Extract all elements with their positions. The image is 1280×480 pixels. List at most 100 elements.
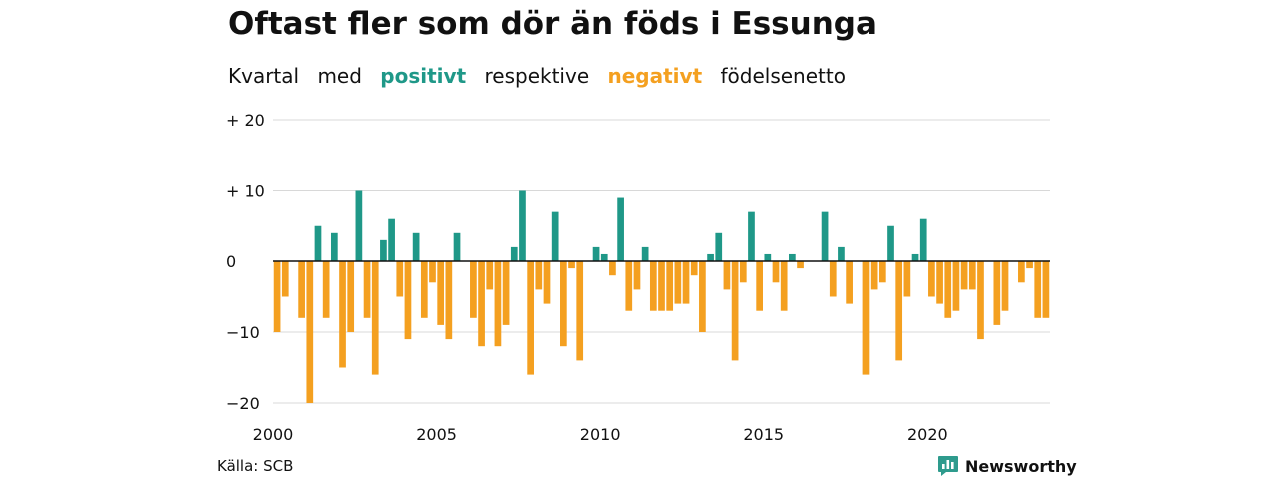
subtitle-positive-word: positivt: [380, 64, 467, 88]
x-tick-label: 2005: [416, 425, 457, 444]
brand-logo: Newsworthy: [937, 455, 1077, 477]
bar: [649, 261, 657, 311]
bar: [748, 211, 755, 261]
y-tick-label: + 10: [226, 182, 265, 201]
bar: [453, 232, 461, 261]
bar: [478, 261, 485, 347]
bar: [1042, 261, 1050, 318]
bar: [968, 261, 976, 290]
y-tick-label: 0: [226, 252, 236, 271]
bar: [936, 261, 943, 304]
bar: [641, 246, 649, 261]
bar: [559, 261, 567, 347]
bar: [380, 239, 387, 261]
bar: [339, 261, 346, 368]
bar: [568, 261, 575, 269]
axes: + 20 + 10 0 −10 −20 2000 2005 2010 2015 2020: [226, 111, 1050, 444]
bar: [707, 253, 714, 261]
bar: [1001, 261, 1009, 311]
bar: [609, 261, 616, 276]
y-tick-label: −10: [226, 323, 260, 342]
bar: [535, 261, 543, 290]
bar: [666, 261, 674, 311]
bar: [298, 261, 305, 318]
bar: [510, 246, 518, 261]
bar: [829, 261, 837, 297]
subtitle-text-quarter: Kvartal: [228, 64, 300, 88]
bar: [363, 261, 371, 318]
bar: [330, 232, 338, 261]
bar: [625, 261, 633, 311]
bar: [699, 261, 706, 332]
bar: [1026, 261, 1033, 269]
newsworthy-icon: [938, 456, 958, 476]
bar: [870, 261, 878, 290]
bar: [404, 261, 412, 340]
bar: [903, 261, 911, 297]
bar: [887, 225, 894, 261]
bar: [674, 261, 682, 304]
bar: [420, 261, 428, 318]
bar: [911, 253, 919, 261]
bar: [592, 246, 600, 261]
bar: [690, 261, 698, 276]
bar: [412, 232, 420, 261]
bar: [306, 261, 314, 403]
bar: [600, 253, 608, 261]
bar: [821, 211, 829, 261]
x-tick-label: 2000: [253, 425, 294, 444]
bar: [797, 261, 804, 269]
bar: [977, 261, 984, 340]
subtitle-negative-word: negativt: [607, 64, 703, 88]
bar: [437, 261, 445, 325]
bar: [281, 261, 289, 297]
bar: [723, 261, 731, 290]
subtitle-text-respectively: respektive: [484, 64, 590, 88]
bars: [273, 190, 1050, 403]
y-tick-label: + 20: [226, 111, 265, 130]
source-note: Källa: SCB: [217, 457, 294, 475]
bar: [1018, 261, 1025, 283]
bar: [780, 261, 788, 311]
bar: [878, 261, 886, 283]
bar: [952, 261, 960, 311]
bar: [715, 232, 723, 261]
bar: [846, 261, 853, 304]
brand-name: Newsworthy: [965, 456, 1077, 476]
x-tick-label: 2015: [743, 425, 784, 444]
bar: [862, 261, 870, 375]
bar: [347, 261, 355, 332]
bar: [543, 261, 551, 304]
bar: [445, 261, 453, 340]
bar: [919, 218, 927, 261]
bar: [739, 261, 747, 283]
chart-subtitle: Kvartal med positivt respektive negativt…: [228, 64, 846, 88]
bar-chart: + 20 + 10 0 −10 −20 2000 2005 2010 2015 2020: [226, 111, 1050, 444]
bar: [960, 261, 968, 290]
bar: [551, 211, 559, 261]
bar: [895, 261, 903, 361]
bar: [396, 261, 404, 297]
bar: [682, 261, 690, 304]
bar: [322, 261, 330, 318]
bar: [731, 261, 739, 361]
y-tick-label: −20: [226, 394, 260, 413]
bar: [993, 261, 1001, 325]
bar: [764, 253, 772, 261]
x-tick-label: 2020: [907, 425, 948, 444]
bar: [1034, 261, 1042, 318]
grid-lines: [273, 119, 1050, 404]
bar: [789, 253, 796, 261]
bar: [928, 261, 935, 297]
bar: [617, 197, 624, 261]
x-tick-label: 2010: [580, 425, 621, 444]
subtitle-text-with: med: [317, 64, 362, 88]
bar: [486, 261, 494, 290]
bar: [273, 261, 281, 332]
bar: [502, 261, 510, 325]
chart-title: Oftast fler som dör än föds i Essunga: [228, 6, 877, 42]
bar: [527, 261, 534, 375]
bar: [633, 261, 641, 290]
bar: [494, 261, 502, 347]
bar: [429, 261, 436, 283]
